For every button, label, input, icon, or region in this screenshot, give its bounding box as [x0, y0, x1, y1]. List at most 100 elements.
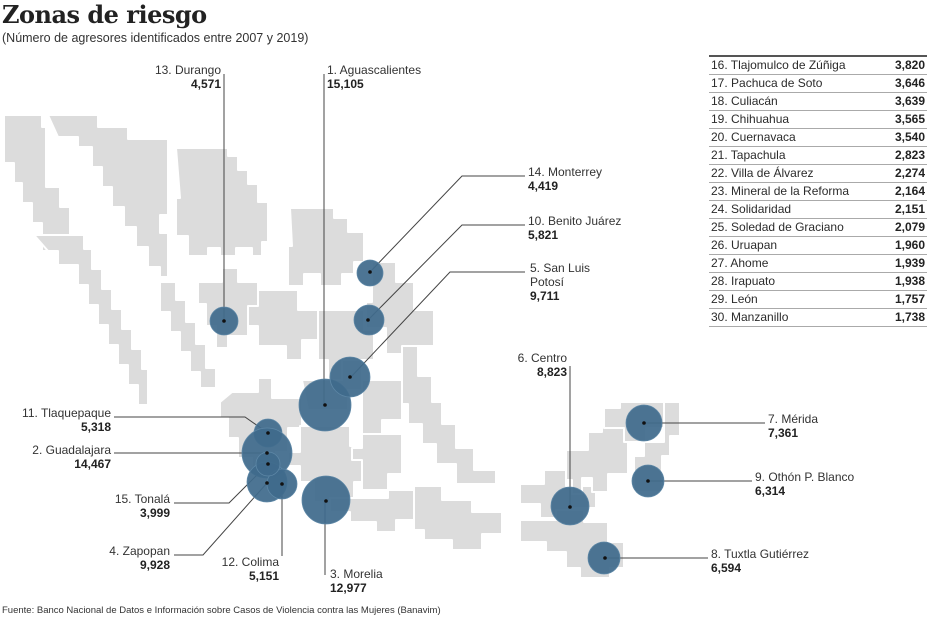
region-campeche	[565, 417, 629, 495]
city-value: 7,361	[768, 426, 799, 440]
city-value: 2,079	[884, 218, 927, 237]
city-value: 2,151	[884, 200, 927, 219]
city-name: 13. Durango	[154, 63, 221, 77]
city-name: 14. Monterrey	[528, 165, 603, 179]
table-row: 30. Manzanillo 1,738	[709, 308, 927, 327]
city-value: 2,823	[884, 146, 927, 165]
city-name: 10. Benito Juárez	[528, 214, 622, 228]
leader-line-zapopan	[174, 482, 268, 556]
city-name: 19. Chihuahua	[709, 110, 885, 129]
region-oaxaca	[413, 485, 503, 551]
city-name: 2. Guadalajara	[32, 443, 111, 457]
table-row: 23. Mineral de la Reforma 2,164	[709, 182, 927, 201]
label-tlaquepaque: 11. Tlaquepaque 5,318	[0, 406, 111, 434]
city-value: 9,928	[139, 558, 170, 572]
region-sonora	[47, 114, 169, 278]
city-value: 3,639	[884, 92, 927, 111]
city-name-line2: Potosí	[530, 275, 565, 289]
city-name: 30. Manzanillo	[709, 308, 885, 327]
city-name: 23. Mineral de la Reforma	[709, 182, 885, 201]
label-morelia: 3. Morelia 12,977	[330, 567, 383, 595]
city-name: 1. Aguascalientes	[327, 63, 422, 77]
region-sinaloa	[159, 281, 217, 389]
table-row: 24. Solidaridad 2,151	[709, 200, 927, 219]
city-value: 15,105	[327, 77, 364, 91]
city-name: 3. Morelia	[330, 567, 383, 581]
region-zacatecas	[247, 289, 319, 361]
label-aguascalientes: 1. Aguascalientes 15,105	[327, 63, 421, 91]
city-name: 25. Soledad de Graciano	[709, 218, 885, 237]
label-zapopan: 4. Zapopan 9,928	[60, 544, 170, 572]
table-row: 19. Chihuahua 3,565	[709, 110, 927, 129]
label-monterrey: 14. Monterrey 4,419	[528, 165, 602, 193]
region-veracruz	[401, 345, 497, 485]
table-row: 25. Soledad de Graciano 2,079	[709, 218, 927, 237]
city-name: 27. Ahome	[709, 254, 885, 273]
table-row: 29. León 1,757	[709, 290, 927, 309]
city-value: 6,594	[711, 561, 742, 575]
city-value: 4,419	[528, 179, 559, 193]
city-name: 8. Tuxtla Gutiérrez	[711, 547, 810, 561]
region-baja-california-sur	[33, 234, 149, 406]
city-value: 2,274	[884, 164, 927, 183]
label-guadalajara: 2. Guadalajara 14,467	[0, 443, 111, 471]
city-name: 29. León	[709, 290, 885, 309]
table-row: 20. Cuernavaca 3,540	[709, 128, 927, 147]
city-name: 24. Solidaridad	[709, 200, 885, 219]
region-coahuila	[287, 207, 365, 287]
city-name: 9. Othón P. Blanco	[755, 470, 855, 484]
source-note: Fuente: Banco Nacional de Datos e Inform…	[2, 605, 441, 616]
city-name: 17. Pachuca de Soto	[709, 74, 885, 93]
city-name: 22. Villa de Álvarez	[709, 164, 885, 183]
label-durango: 13. Durango 4,571	[140, 63, 221, 91]
label-benito-juarez: 10. Benito Juárez 5,821	[528, 214, 621, 242]
leader-line-san-luis-potosi	[349, 271, 525, 379]
city-name: 6. Centro	[517, 351, 567, 365]
leader-line-benito-juarez	[367, 224, 525, 321]
city-value: 1,939	[884, 254, 927, 273]
region-edomex	[351, 433, 403, 491]
label-colima: 12. Colima 5,151	[200, 555, 279, 583]
label-merida: 7. Mérida 7,361	[768, 412, 818, 440]
region-guerrero	[329, 489, 415, 533]
city-value: 12,977	[330, 581, 367, 595]
city-value: 8,823	[536, 365, 567, 379]
city-name: 16. Tlajomulco de Zúñiga	[709, 55, 885, 75]
map-subtitle: (Número de agresores identificados entre…	[2, 31, 309, 45]
bubble-center-dots	[222, 270, 650, 560]
city-value: 3,820	[884, 55, 927, 75]
city-value: 1,938	[884, 272, 927, 291]
region-chihuahua	[175, 147, 269, 257]
label-tuxtla-gutierrez: 8. Tuxtla Gutiérrez 6,594	[711, 547, 809, 575]
city-value: 3,646	[884, 74, 927, 93]
table-row: 28. Irapuato 1,938	[709, 272, 927, 291]
city-name: 21. Tapachula	[709, 146, 885, 165]
city-value: 1,960	[884, 236, 927, 255]
label-othon-p-blanco: 9. Othón P. Blanco 6,314	[755, 470, 854, 498]
city-value: 9,711	[530, 289, 560, 303]
city-name: 12. Colima	[221, 555, 279, 569]
table-row: 22. Villa de Álvarez 2,274	[709, 164, 927, 183]
table-row: 16. Tlajomulco de Zúñiga 3,820	[709, 55, 927, 75]
city-value: 14,467	[74, 457, 111, 471]
map-title: Zonas de riesgo	[2, 0, 207, 29]
region-hidalgo	[361, 379, 403, 435]
city-value: 5,151	[248, 569, 279, 583]
city-value: 1,738	[884, 308, 927, 327]
table-row: 21. Tapachula 2,823	[709, 146, 927, 165]
city-name-line1: 5. San Luis	[530, 261, 591, 275]
table-row: 17. Pachuca de Soto 3,646	[709, 74, 927, 93]
city-name: 11. Tlaquepaque	[22, 406, 111, 420]
city-name: 7. Mérida	[768, 412, 819, 426]
city-name: 15. Tonalá	[114, 492, 170, 506]
ranking-table: 16. Tlajomulco de Zúñiga 3,820 17. Pachuc…	[709, 55, 927, 327]
table-row: 18. Culiacán 3,639	[709, 92, 927, 111]
city-value: 5,821	[528, 228, 559, 242]
label-tonala: 15. Tonalá 3,999	[60, 492, 170, 520]
city-value: 4,571	[190, 77, 221, 91]
city-value: 6,314	[755, 484, 786, 498]
table-row: 27. Ahome 1,939	[709, 254, 927, 273]
city-name: 18. Culiacán	[709, 92, 885, 111]
label-centro: 6. Centro 8,823	[500, 351, 567, 379]
